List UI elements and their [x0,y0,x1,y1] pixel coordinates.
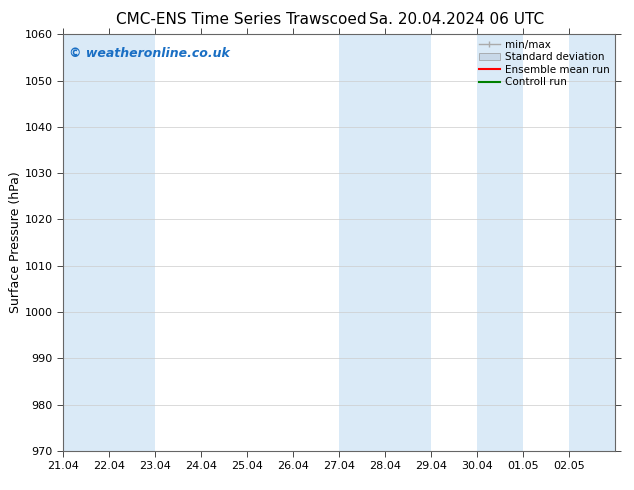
Bar [569,34,615,451]
Legend: min/max, Standard deviation, Ensemble mean run, Controll run: min/max, Standard deviation, Ensemble me… [477,37,612,89]
Y-axis label: Surface Pressure (hPa): Surface Pressure (hPa) [9,172,22,314]
Text: © weatheronline.co.uk: © weatheronline.co.uk [69,47,230,60]
Bar [477,34,523,451]
Bar [63,34,155,451]
Text: CMC-ENS Time Series Trawscoed: CMC-ENS Time Series Trawscoed [115,12,366,27]
Bar [339,34,431,451]
Text: Sa. 20.04.2024 06 UTC: Sa. 20.04.2024 06 UTC [369,12,544,27]
